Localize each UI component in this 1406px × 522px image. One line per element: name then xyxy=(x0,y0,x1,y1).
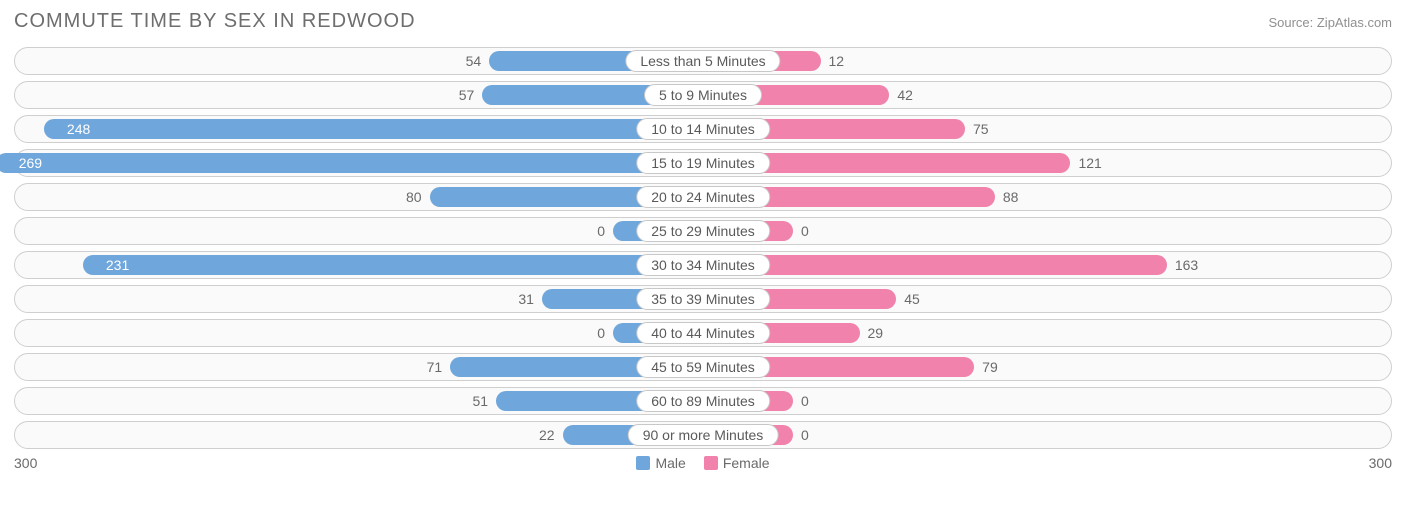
commute-chart: 54 12 Less than 5 Minutes 57 42 5 to 9 Minute… xyxy=(14,47,1392,449)
category-label: 90 or more Minutes xyxy=(628,424,779,446)
legend-male: Male xyxy=(636,455,685,471)
female-value: 75 xyxy=(973,121,989,137)
male-value: 0 xyxy=(597,223,605,239)
chart-row: 57 42 5 to 9 Minutes xyxy=(14,81,1392,109)
chart-row: 71 79 45 to 59 Minutes xyxy=(14,353,1392,381)
chart-row: 80 88 20 to 24 Minutes xyxy=(14,183,1392,211)
female-value: 0 xyxy=(801,393,809,409)
male-value: 54 xyxy=(466,53,482,69)
category-label: 20 to 24 Minutes xyxy=(636,186,770,208)
square-icon xyxy=(636,456,650,470)
legend: Male Female xyxy=(636,455,769,471)
chart-row: 269 121 15 to 19 Minutes xyxy=(14,149,1392,177)
female-value: 42 xyxy=(897,87,913,103)
male-bar xyxy=(44,119,703,139)
chart-row: 54 12 Less than 5 Minutes xyxy=(14,47,1392,75)
male-bar xyxy=(83,255,703,275)
female-bar xyxy=(703,255,1167,275)
male-value: 71 xyxy=(427,359,443,375)
category-label: 15 to 19 Minutes xyxy=(636,152,770,174)
legend-female: Female xyxy=(704,455,770,471)
male-value: 57 xyxy=(459,87,475,103)
female-value: 12 xyxy=(829,53,845,69)
category-label: Less than 5 Minutes xyxy=(625,50,780,72)
female-value: 121 xyxy=(1078,155,1101,171)
female-value: 45 xyxy=(904,291,920,307)
female-value: 163 xyxy=(1175,257,1198,273)
category-label: 25 to 29 Minutes xyxy=(636,220,770,242)
category-label: 30 to 34 Minutes xyxy=(636,254,770,276)
female-value: 79 xyxy=(982,359,998,375)
chart-footer: 300 Male Female 300 xyxy=(14,455,1392,471)
chart-header: COMMUTE TIME BY SEX IN REDWOOD Source: Z… xyxy=(14,10,1392,33)
chart-row: 51 0 60 to 89 Minutes xyxy=(14,387,1392,415)
category-label: 60 to 89 Minutes xyxy=(636,390,770,412)
axis-left-max: 300 xyxy=(14,455,37,471)
chart-row: 0 0 25 to 29 Minutes xyxy=(14,217,1392,245)
legend-female-label: Female xyxy=(723,455,770,471)
category-label: 5 to 9 Minutes xyxy=(644,84,762,106)
male-value: 231 xyxy=(106,257,129,273)
chart-title: COMMUTE TIME BY SEX IN REDWOOD xyxy=(14,10,416,33)
category-label: 40 to 44 Minutes xyxy=(636,322,770,344)
legend-male-label: Male xyxy=(655,455,685,471)
chart-source: Source: ZipAtlas.com xyxy=(1268,15,1392,30)
chart-row: 31 45 35 to 39 Minutes xyxy=(14,285,1392,313)
chart-row: 248 75 10 to 14 Minutes xyxy=(14,115,1392,143)
male-value: 51 xyxy=(472,393,488,409)
male-bar xyxy=(0,153,703,173)
male-value: 0 xyxy=(597,325,605,341)
chart-row: 231 163 30 to 34 Minutes xyxy=(14,251,1392,279)
female-value: 29 xyxy=(868,325,884,341)
female-value: 0 xyxy=(801,427,809,443)
male-value: 31 xyxy=(518,291,534,307)
axis-right-max: 300 xyxy=(1369,455,1392,471)
male-value: 80 xyxy=(406,189,422,205)
chart-row: 0 29 40 to 44 Minutes xyxy=(14,319,1392,347)
category-label: 45 to 59 Minutes xyxy=(636,356,770,378)
square-icon xyxy=(704,456,718,470)
male-value: 248 xyxy=(67,121,90,137)
category-label: 35 to 39 Minutes xyxy=(636,288,770,310)
male-value: 22 xyxy=(539,427,555,443)
chart-row: 22 0 90 or more Minutes xyxy=(14,421,1392,449)
category-label: 10 to 14 Minutes xyxy=(636,118,770,140)
male-value: 269 xyxy=(19,155,42,171)
female-value: 88 xyxy=(1003,189,1019,205)
female-value: 0 xyxy=(801,223,809,239)
